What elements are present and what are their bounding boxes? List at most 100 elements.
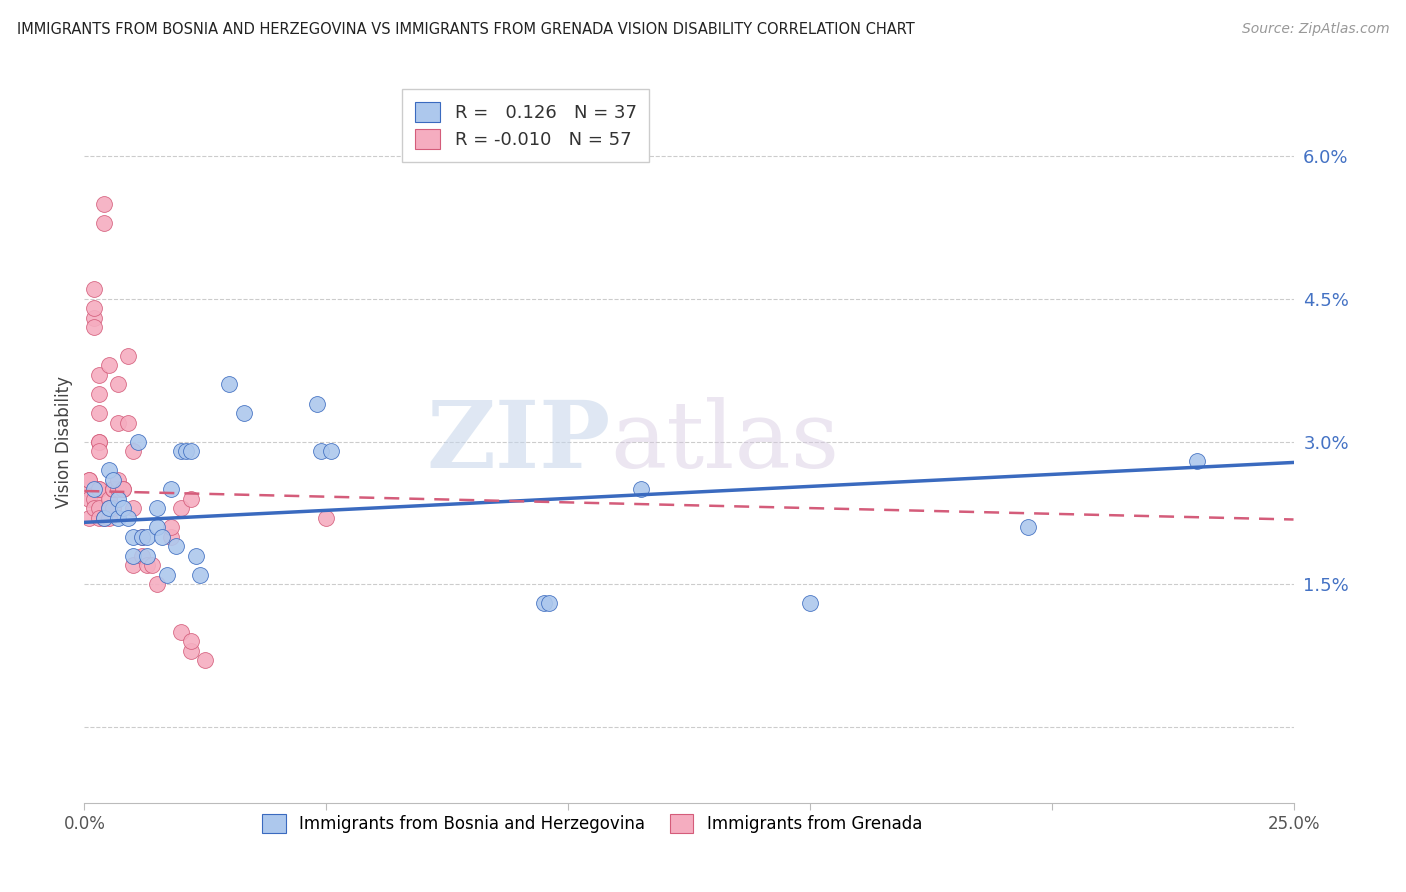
Point xyxy=(170,624,193,639)
Point xyxy=(97,463,120,477)
Point xyxy=(121,558,143,573)
Point xyxy=(319,444,342,458)
Point xyxy=(83,482,105,496)
Point xyxy=(180,444,202,458)
Point xyxy=(170,444,193,458)
Point xyxy=(799,596,821,610)
Point xyxy=(174,444,197,458)
Legend: Immigrants from Bosnia and Herzegovina, Immigrants from Grenada: Immigrants from Bosnia and Herzegovina, … xyxy=(254,806,931,841)
Point xyxy=(87,387,110,401)
Point xyxy=(97,501,120,516)
Point xyxy=(83,501,105,516)
Point xyxy=(155,567,177,582)
Point xyxy=(141,558,163,573)
Point xyxy=(146,501,169,516)
Point xyxy=(136,558,159,573)
Point xyxy=(121,444,143,458)
Point xyxy=(127,434,149,449)
Point xyxy=(87,434,110,449)
Point xyxy=(107,491,129,506)
Point xyxy=(97,491,120,506)
Point xyxy=(112,482,135,496)
Point xyxy=(117,349,139,363)
Point xyxy=(77,491,100,506)
Point xyxy=(87,482,110,496)
Point xyxy=(107,377,129,392)
Point xyxy=(87,434,110,449)
Point xyxy=(87,482,110,496)
Point xyxy=(83,320,105,334)
Point xyxy=(107,416,129,430)
Point xyxy=(131,549,153,563)
Point xyxy=(131,530,153,544)
Point xyxy=(112,482,135,496)
Text: Source: ZipAtlas.com: Source: ZipAtlas.com xyxy=(1241,22,1389,37)
Point xyxy=(184,549,207,563)
Point xyxy=(97,501,120,516)
Point xyxy=(146,520,169,534)
Point xyxy=(112,501,135,516)
Point xyxy=(93,216,115,230)
Point xyxy=(537,596,560,610)
Point xyxy=(170,501,193,516)
Point xyxy=(180,634,202,648)
Point xyxy=(1017,520,1039,534)
Point xyxy=(77,482,100,496)
Point xyxy=(315,510,337,524)
Point xyxy=(180,491,202,506)
Point xyxy=(83,310,105,325)
Point xyxy=(83,282,105,296)
Point xyxy=(311,444,333,458)
Point xyxy=(83,301,105,316)
Point xyxy=(160,520,183,534)
Point xyxy=(97,510,120,524)
Point xyxy=(97,359,120,373)
Point xyxy=(117,416,139,430)
Point xyxy=(190,567,212,582)
Point xyxy=(93,197,115,211)
Point xyxy=(87,368,110,382)
Point xyxy=(131,530,153,544)
Point xyxy=(136,530,159,544)
Point xyxy=(103,473,125,487)
Point xyxy=(107,510,129,524)
Point xyxy=(103,482,125,496)
Point xyxy=(103,482,125,496)
Point xyxy=(150,530,173,544)
Point xyxy=(630,482,652,496)
Point xyxy=(146,577,169,591)
Point xyxy=(1185,453,1208,467)
Point xyxy=(218,377,240,392)
Point xyxy=(233,406,256,420)
Point xyxy=(103,482,125,496)
Point xyxy=(87,444,110,458)
Point xyxy=(77,473,100,487)
Point xyxy=(93,510,115,524)
Point xyxy=(83,491,105,506)
Text: ZIP: ZIP xyxy=(426,397,610,486)
Point xyxy=(160,482,183,496)
Point xyxy=(93,510,115,524)
Point xyxy=(107,482,129,496)
Point xyxy=(165,539,187,553)
Point xyxy=(121,530,143,544)
Point xyxy=(77,510,100,524)
Point xyxy=(103,501,125,516)
Point xyxy=(160,530,183,544)
Point xyxy=(533,596,555,610)
Point xyxy=(87,406,110,420)
Point xyxy=(87,510,110,524)
Point xyxy=(194,653,217,667)
Text: IMMIGRANTS FROM BOSNIA AND HERZEGOVINA VS IMMIGRANTS FROM GRENADA VISION DISABIL: IMMIGRANTS FROM BOSNIA AND HERZEGOVINA V… xyxy=(17,22,915,37)
Point xyxy=(77,473,100,487)
Y-axis label: Vision Disability: Vision Disability xyxy=(55,376,73,508)
Point xyxy=(121,501,143,516)
Point xyxy=(305,396,328,410)
Point xyxy=(136,549,159,563)
Point xyxy=(180,643,202,657)
Point xyxy=(87,501,110,516)
Point xyxy=(121,549,143,563)
Text: atlas: atlas xyxy=(610,397,839,486)
Point xyxy=(107,473,129,487)
Point xyxy=(117,510,139,524)
